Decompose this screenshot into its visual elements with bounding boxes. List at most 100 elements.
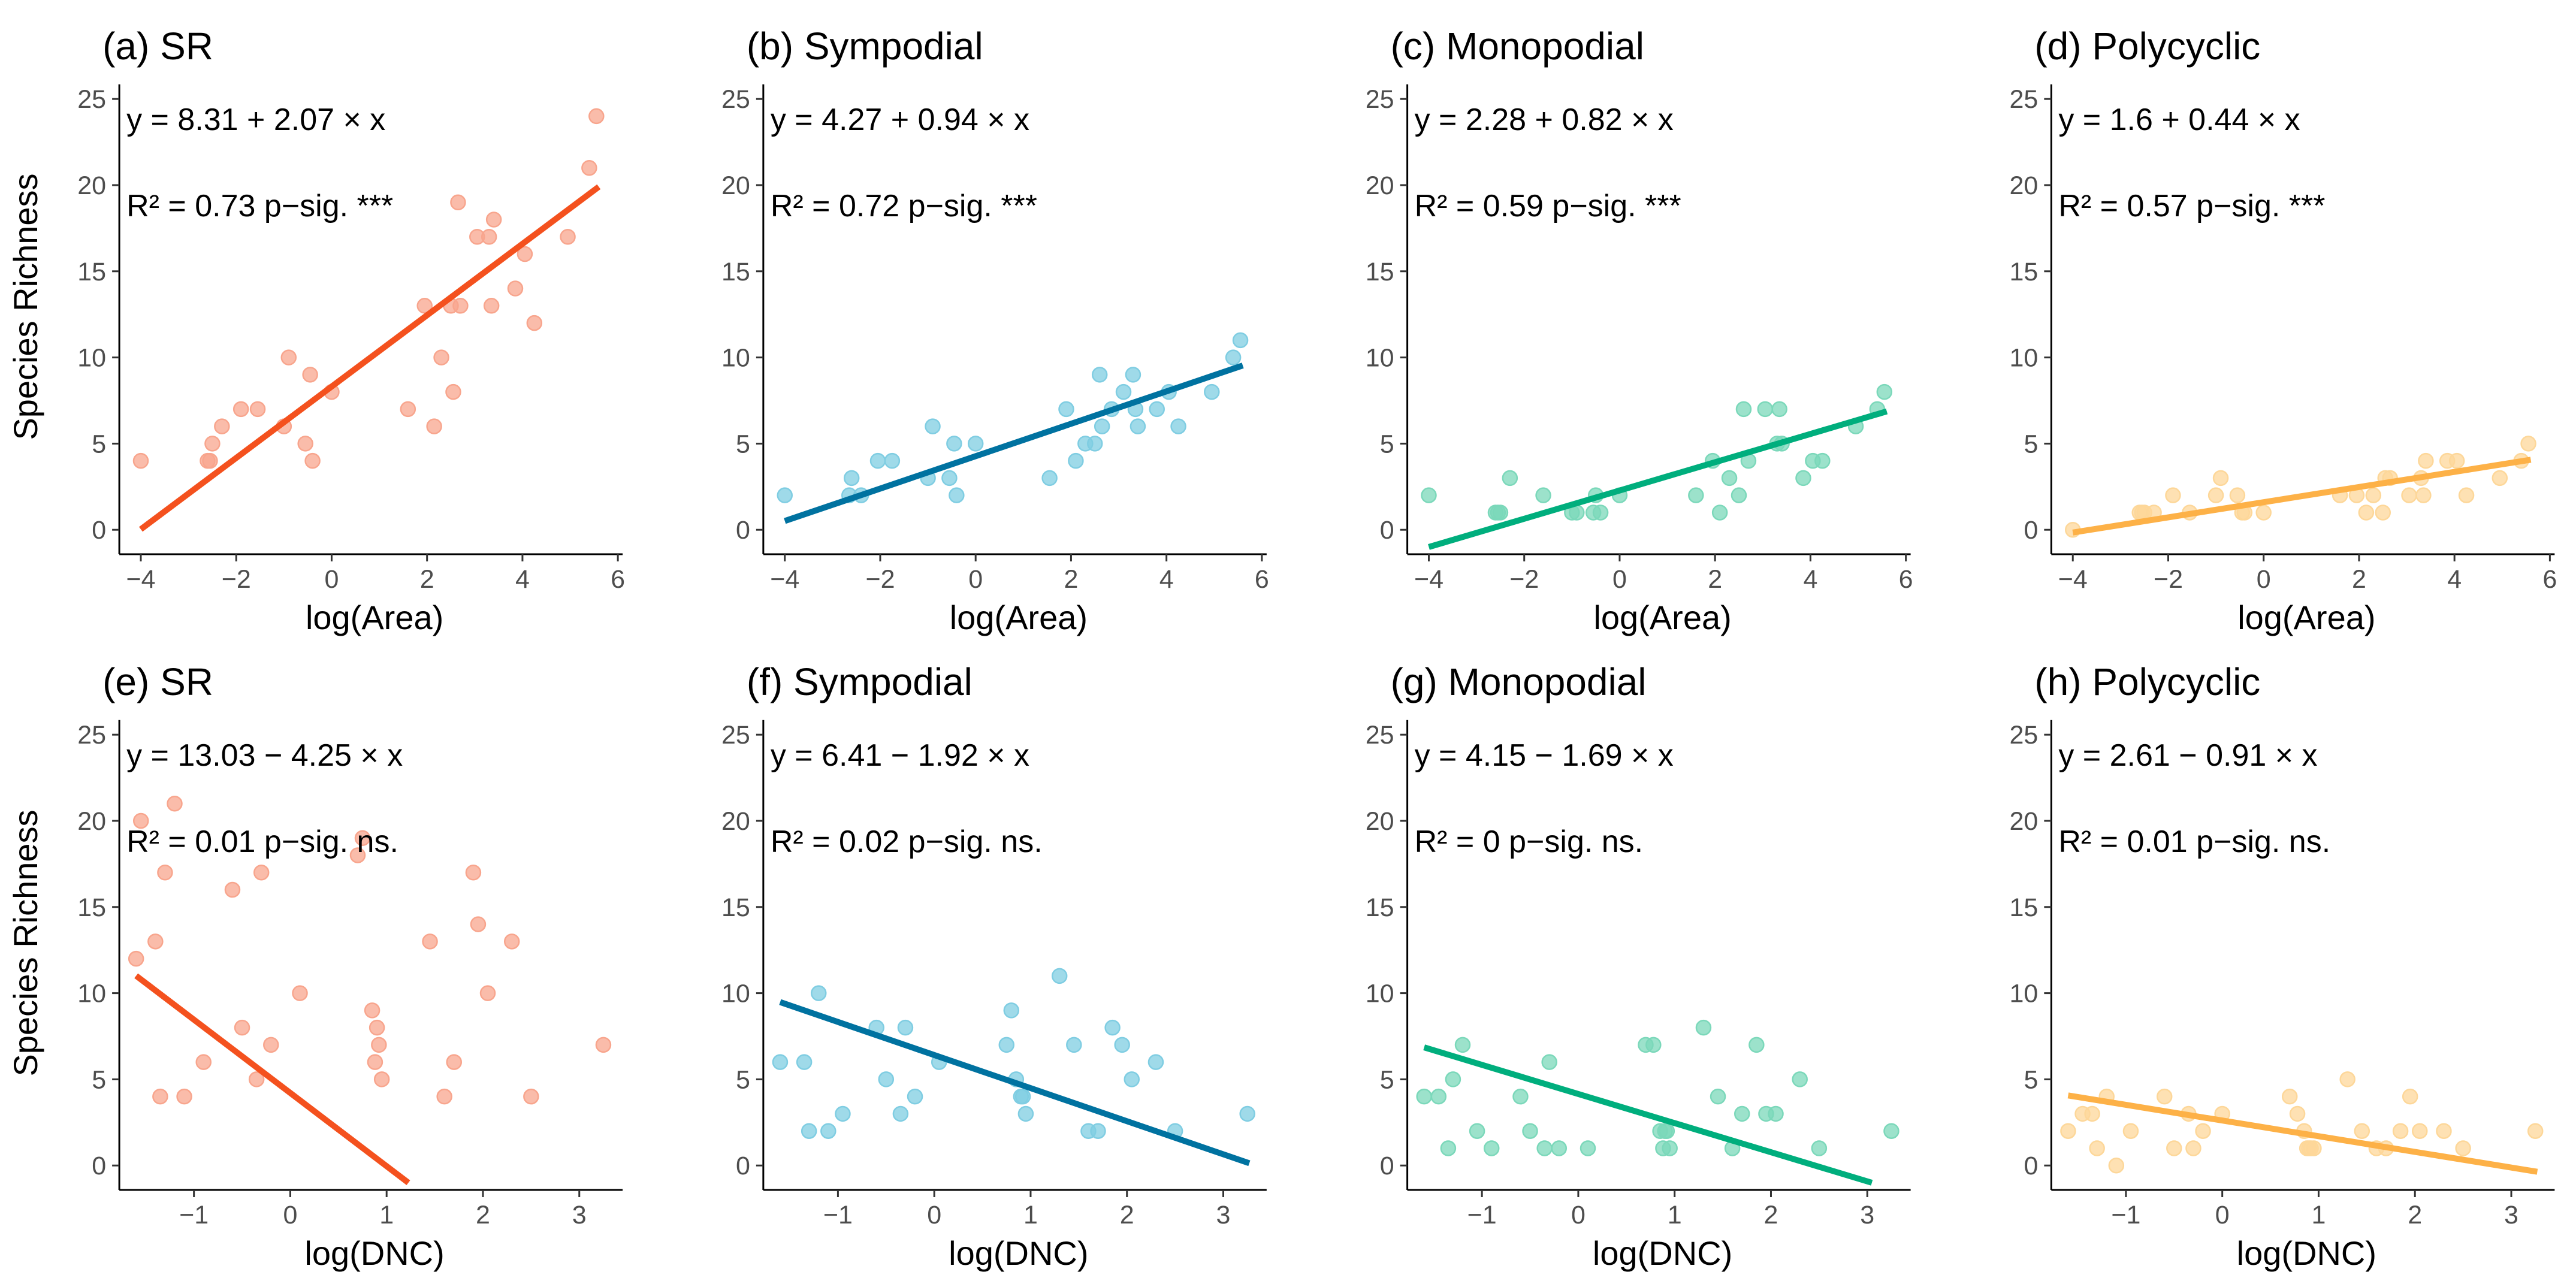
data-point [2255, 504, 2272, 521]
panel-title: (a) SR [102, 25, 213, 68]
x-tick-label: 4 [1803, 565, 1817, 594]
panel-title: (b) Sympodial [747, 25, 983, 68]
data-point [2289, 1105, 2306, 1122]
data-point [588, 108, 605, 125]
x-tick-label: 1 [1023, 1201, 1038, 1229]
data-point [1711, 504, 1728, 521]
chart-panel-8: (h) Polycyclic 0 5 10 15 20 25 −1 0 1 2 3 log(DNC) y … [2010, 660, 2555, 1272]
regression-equation: y = 4.27 + 0.94 × x [771, 102, 1029, 137]
data-point [503, 933, 520, 950]
data-point [1170, 418, 1186, 434]
data-point [1580, 1140, 1596, 1156]
data-point [367, 1054, 383, 1070]
data-point [907, 1088, 923, 1105]
data-point [1771, 401, 1787, 418]
y-tick-label: 0 [736, 516, 750, 545]
x-axis-title: log(Area) [950, 599, 1088, 636]
chart-panel-6: (f) Sympodial 0 5 10 15 20 25 −1 0 1 2 3 log(DNC) y =… [721, 660, 1267, 1272]
data-point [1445, 1071, 1461, 1087]
data-point [1535, 487, 1551, 503]
data-point [1094, 418, 1110, 434]
data-point [369, 1019, 385, 1036]
data-point [1017, 1105, 1034, 1122]
data-point [1645, 1037, 1662, 1053]
data-point [2089, 1140, 2105, 1156]
y-tick-label: 0 [92, 1152, 106, 1180]
y-tick-label: 5 [2024, 1065, 2038, 1094]
y-tick-label: 25 [77, 85, 106, 114]
data-point [796, 1054, 813, 1070]
panel-title: (d) Polycyclic [2034, 25, 2260, 68]
data-point [777, 487, 793, 503]
data-point [280, 349, 297, 365]
y-tick-label: 25 [2010, 721, 2039, 750]
y-tick-label: 15 [2010, 893, 2039, 922]
data-point [2281, 1088, 2298, 1105]
regression-equation: y = 4.15 − 1.69 × x [1415, 738, 1674, 773]
y-tick-label: 10 [721, 980, 750, 1008]
data-point [1091, 367, 1108, 383]
x-tick-label: −2 [2154, 565, 2183, 594]
data-point [2354, 1123, 2370, 1139]
x-tick-label: 4 [2447, 565, 2462, 594]
x-tick-label: 0 [324, 565, 339, 594]
chart-panel-1: (a) SR 0 5 10 15 20 25 −4 −2 0 2 4 6 log(Area) y = 8.3… [77, 25, 625, 636]
x-tick-label: 2 [476, 1201, 490, 1229]
data-point [450, 194, 466, 210]
data-point [581, 159, 597, 176]
regression-stats: R² = 0.57 p−sig. *** [2058, 189, 2325, 223]
data-point [1115, 383, 1132, 400]
data-point [1688, 487, 1704, 503]
data-point [595, 1037, 612, 1053]
y-tick-label: 15 [77, 893, 106, 922]
data-point [2436, 1123, 2452, 1139]
data-point [2212, 470, 2229, 487]
y-tick-label: 15 [721, 893, 750, 922]
data-point [1124, 1071, 1140, 1087]
data-point [843, 470, 860, 487]
data-point [2401, 487, 2417, 503]
data-point [176, 1088, 192, 1105]
data-point [869, 452, 886, 469]
data-point [1876, 383, 1893, 400]
regression-line [139, 184, 601, 532]
x-axis-title: log(DNC) [2237, 1234, 2376, 1272]
data-point [249, 401, 266, 418]
x-tick-label: 0 [968, 565, 983, 594]
data-point [2165, 487, 2181, 503]
x-tick-label: 6 [1899, 565, 1913, 594]
x-tick-label: 0 [283, 1201, 297, 1229]
regression-stats: R² = 0.02 p−sig. ns. [771, 824, 1043, 859]
chart-panel-5: (e) SR 0 5 10 15 20 25 −1 0 1 2 3 log(DNC) y = 13.03 … [77, 660, 623, 1272]
x-tick-label: 3 [1216, 1201, 1231, 1229]
chart-panel-4: (d) Polycyclic 0 5 10 15 20 25 −4 −2 0 2 4 6 log(Area… [2010, 25, 2557, 636]
data-point [426, 418, 442, 434]
y-tick-label: 5 [1380, 430, 1394, 458]
data-point [297, 436, 313, 452]
x-tick-label: 0 [927, 1201, 941, 1229]
data-point [2375, 504, 2391, 521]
data-point [810, 985, 827, 1001]
y-axis-title-top: Species Richness [7, 173, 44, 440]
y-tick-label: 20 [77, 807, 106, 836]
x-tick-label: −1 [1467, 1201, 1497, 1229]
panel-title: (f) Sympodial [747, 660, 973, 703]
data-point [263, 1037, 279, 1053]
data-point [2392, 1123, 2409, 1139]
data-point [2365, 487, 2382, 503]
x-tick-label: 2 [1764, 1201, 1778, 1229]
y-tick-label: 25 [1366, 85, 1394, 114]
data-point [1430, 1088, 1447, 1105]
x-tick-label: 6 [2542, 565, 2557, 594]
data-point [772, 1054, 789, 1070]
data-point [1492, 504, 1509, 521]
data-point [1731, 487, 1747, 503]
x-tick-label: 6 [611, 565, 625, 594]
data-point [1149, 401, 1165, 418]
data-point [2122, 1123, 2139, 1139]
regression-stats: R² = 0.59 p−sig. *** [1415, 189, 1681, 223]
regression-line [784, 362, 1244, 524]
regression-stats: R² = 0.01 p−sig. ns. [2058, 824, 2330, 859]
data-point [1239, 1105, 1255, 1122]
data-point [1421, 487, 1437, 503]
